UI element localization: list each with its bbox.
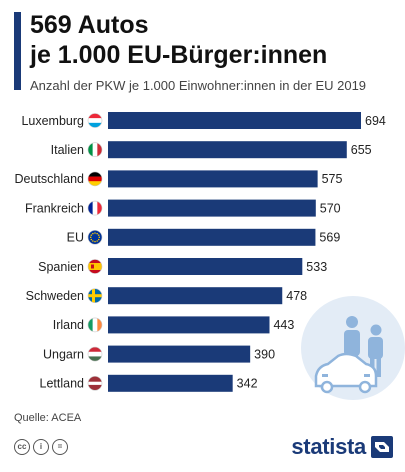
flag-latvia-icon — [87, 375, 103, 391]
category-label: Frankreich — [25, 201, 84, 215]
value-label: 478 — [286, 289, 307, 303]
category-label: Ungarn — [43, 347, 84, 361]
flag-france-icon — [87, 200, 103, 216]
category-label: Italien — [51, 143, 84, 157]
title-line-2: je 1.000 EU-Bürger:innen — [30, 41, 328, 69]
category-label: Schweden — [26, 289, 84, 303]
value-label: 390 — [254, 347, 275, 361]
bar — [108, 112, 361, 129]
bar — [108, 228, 316, 246]
bar — [108, 258, 303, 275]
bar-chart: Luxemburg 694 Italien 655 Deutschland 575 Fran… — [15, 112, 405, 400]
flag-eu-icon — [87, 230, 103, 245]
by-icon[interactable]: i — [33, 439, 49, 455]
category-label: Lettland — [40, 377, 85, 391]
source-note: Quelle: ACEA — [14, 412, 82, 424]
value-label: 443 — [273, 318, 294, 332]
bar — [108, 141, 347, 159]
bar — [108, 170, 318, 188]
value-label: 569 — [319, 231, 340, 245]
bar — [108, 199, 316, 217]
value-label: 342 — [237, 377, 258, 391]
flag-hungary-icon — [87, 346, 103, 362]
cc-icon[interactable]: cc — [14, 439, 30, 455]
flag-ireland-icon — [87, 317, 103, 333]
value-label: 533 — [306, 260, 327, 274]
category-label: Spanien — [38, 260, 84, 274]
chart-subtitle: Anzahl der PKW je 1.000 Einwohner:innen … — [30, 78, 367, 93]
value-label: 570 — [320, 201, 341, 215]
flag-spain-icon — [87, 259, 103, 274]
logo-text: statista — [291, 434, 366, 459]
bar — [108, 287, 283, 305]
flag-luxembourg-icon — [87, 113, 103, 128]
category-label: Luxemburg — [21, 114, 84, 128]
category-label: Deutschland — [15, 172, 85, 186]
equals-icon[interactable]: = — [52, 439, 68, 455]
license-icons: cc i = — [14, 439, 68, 455]
bar — [108, 345, 251, 363]
category-label: Irland — [53, 318, 84, 332]
bar — [108, 374, 233, 392]
flag-sweden-icon — [87, 288, 103, 303]
people-car-illustration — [301, 296, 405, 400]
title-accent-bar — [14, 12, 21, 90]
page-title: 569 Autos je 1.000 EU-Bürger:innen — [30, 10, 400, 70]
flag-germany-icon — [87, 171, 103, 187]
category-label: EU — [67, 231, 84, 245]
title-line-1: 569 Autos — [30, 11, 149, 39]
statista-logo[interactable]: statista — [291, 434, 393, 460]
value-label: 694 — [365, 114, 386, 128]
flag-italy-icon — [87, 142, 103, 158]
bar — [108, 316, 270, 334]
statista-mark-icon — [371, 436, 393, 458]
value-label: 575 — [322, 172, 343, 186]
value-label: 655 — [351, 143, 372, 157]
